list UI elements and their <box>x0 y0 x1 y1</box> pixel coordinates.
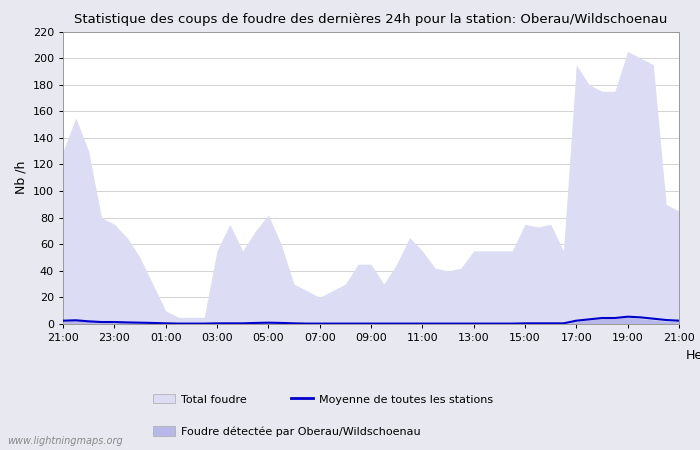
Y-axis label: Nb /h: Nb /h <box>14 161 27 194</box>
Text: www.lightningmaps.org: www.lightningmaps.org <box>7 436 122 446</box>
Legend: Foudre détectée par Oberau/Wildschoenau: Foudre détectée par Oberau/Wildschoenau <box>148 422 425 441</box>
Title: Statistique des coups de foudre des dernières 24h pour la station: Oberau/Wildsc: Statistique des coups de foudre des dern… <box>74 13 668 26</box>
Text: Heure: Heure <box>686 349 700 362</box>
